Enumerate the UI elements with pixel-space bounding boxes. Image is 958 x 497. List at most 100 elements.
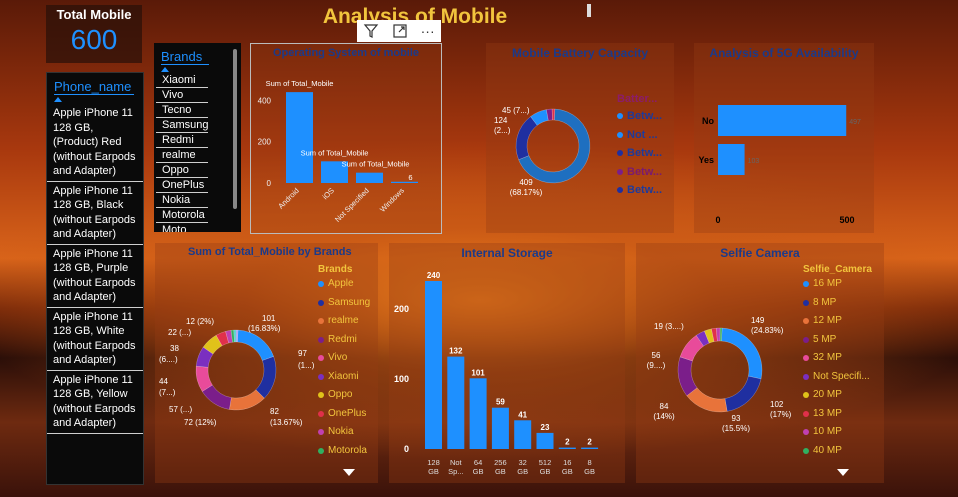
legend-label: Xiaomi bbox=[328, 370, 359, 382]
os-bar bbox=[321, 161, 348, 183]
brand-list-item[interactable]: Xiaomi bbox=[156, 73, 208, 88]
x-tick-label: Not Specified bbox=[333, 186, 371, 224]
brand-list-item[interactable]: OnePlus bbox=[156, 178, 208, 193]
legend-item[interactable]: Betw... bbox=[617, 181, 673, 200]
brand-list-item[interactable]: Tecno bbox=[156, 103, 208, 118]
legend-item[interactable]: Not Specifi... bbox=[803, 368, 883, 387]
legend-item[interactable]: Vivo bbox=[318, 349, 378, 368]
data-label: 57 (...) bbox=[169, 405, 192, 414]
data-label: 19 (3....) bbox=[654, 322, 684, 331]
legend-item[interactable]: 8 MP bbox=[803, 294, 883, 313]
phone-list-item[interactable]: Apple iPhone 11 128 GB, (Product) Red (w… bbox=[47, 104, 143, 182]
fiveg-chart[interactable]: Analysis of 5G Availability No 497 Yes 103 0… bbox=[694, 43, 874, 233]
legend-item[interactable]: 32 MP bbox=[803, 349, 883, 368]
legend-item[interactable]: 16 MP bbox=[803, 275, 883, 294]
brands-chart[interactable]: Sum of Total_Mobile by Brands 101 (16.83%… bbox=[155, 243, 378, 483]
legend-item[interactable]: 12 MP bbox=[803, 312, 883, 331]
phone-list-item[interactable]: Apple iPhone 11 128 GB, Yellow (without … bbox=[47, 371, 143, 434]
phone-name-slicer[interactable]: Phone_name Apple iPhone 11 128 GB, (Prod… bbox=[46, 72, 144, 485]
legend-item[interactable]: Xiaomi bbox=[318, 368, 378, 387]
data-label: (1...) bbox=[298, 361, 315, 370]
chart-title: Sum of Total_Mobile by Brands bbox=[188, 246, 352, 258]
legend-item[interactable]: Nokia bbox=[318, 423, 378, 442]
legend-item[interactable]: Apple bbox=[318, 275, 378, 294]
legend-item[interactable]: 10 MP bbox=[803, 423, 883, 442]
legend-item[interactable]: OnePlus bbox=[318, 405, 378, 424]
battery-slice bbox=[551, 108, 556, 121]
brand-list-item[interactable]: Oppo bbox=[156, 163, 208, 178]
brand-list-item[interactable]: Nokia bbox=[156, 193, 208, 208]
phone-list-item[interactable]: Apple iPhone 11 128 GB, Black (without E… bbox=[47, 182, 143, 245]
legend-item[interactable]: Betw... bbox=[617, 107, 673, 126]
phone-list-item[interactable]: Apple iPhone 11 128 GB, White (without E… bbox=[47, 308, 143, 371]
data-label: 44 bbox=[159, 377, 168, 386]
x-tick-label: GB bbox=[473, 467, 484, 476]
legend-label: Oppo bbox=[328, 389, 353, 400]
legend-dot bbox=[318, 318, 324, 325]
fiveg-bar bbox=[718, 105, 847, 136]
y-tick-label: 0 bbox=[404, 444, 409, 454]
brands-slice bbox=[255, 356, 277, 399]
legend-label: 16 MP bbox=[813, 278, 842, 289]
legend-item[interactable]: 40 MP bbox=[803, 442, 883, 461]
storage-bar bbox=[469, 378, 487, 449]
brands-slicer[interactable]: Brands Xiaomi Vivo Tecno Samsung Redmi realme… bbox=[154, 43, 241, 232]
legend-label: Nokia bbox=[328, 426, 354, 437]
brand-list-item[interactable]: Moto bbox=[156, 223, 208, 232]
legend-item[interactable]: Redmi bbox=[318, 331, 378, 350]
more-options-icon[interactable]: ··· bbox=[420, 23, 435, 39]
brand-list-item[interactable]: realme bbox=[156, 148, 208, 163]
legend-item[interactable]: Betw... bbox=[617, 163, 673, 182]
x-tick-label: Sp... bbox=[448, 467, 463, 476]
scrollbar[interactable] bbox=[233, 49, 237, 209]
selfie-chart[interactable]: Selfie Camera 149 (24.83%) 102 (17%) 93 (15.5… bbox=[636, 243, 884, 483]
storage-bar-chart: 2001000240128GB132NotSp...10164GB59256GB… bbox=[394, 271, 599, 476]
legend-dot bbox=[318, 373, 324, 380]
legend-item[interactable]: 20 MP bbox=[803, 386, 883, 405]
y-tick-label: 200 bbox=[258, 138, 272, 147]
legend-dot bbox=[318, 429, 324, 436]
storage-chart[interactable]: Internal Storage 200 100 0 240 128 GB 132 Not Sp… bbox=[389, 243, 625, 483]
sort-caret-icon[interactable] bbox=[54, 97, 62, 102]
legend-dot bbox=[803, 355, 809, 362]
legend-label: 20 MP bbox=[813, 389, 842, 400]
legend-scroll-down-icon[interactable] bbox=[837, 469, 849, 476]
battery-legend: Betw... Not ... Betw... Betw... Betw... bbox=[617, 107, 673, 200]
storage-bar bbox=[491, 407, 509, 449]
legend-item[interactable]: Betw... bbox=[617, 144, 673, 163]
legend-item[interactable]: Samsung bbox=[318, 294, 378, 313]
selfie-slice bbox=[711, 327, 718, 342]
x-tick-label: 64 bbox=[474, 458, 482, 467]
data-label: 101 bbox=[262, 314, 276, 323]
brand-list-item[interactable]: Samsung bbox=[156, 118, 208, 133]
focus-mode-icon[interactable] bbox=[392, 23, 408, 39]
brand-list-item[interactable]: Redmi bbox=[156, 133, 208, 148]
storage-bar bbox=[447, 356, 465, 449]
legend-dot bbox=[803, 281, 809, 288]
os-bar bbox=[286, 92, 313, 183]
legend-item[interactable]: realme bbox=[318, 312, 378, 331]
brand-list-item[interactable]: Motorola bbox=[156, 208, 208, 223]
legend-scroll-down-icon[interactable] bbox=[343, 469, 355, 476]
battery-chart[interactable]: Mobile Battery Capacity 45 (7...) 124 (2..… bbox=[486, 43, 674, 233]
brand-list-item[interactable]: Vivo bbox=[156, 88, 208, 103]
phone-list-item[interactable]: Apple iPhone 11 128 GB, Purple (without … bbox=[47, 245, 143, 308]
x-tick-label: GB bbox=[584, 467, 595, 476]
legend-item[interactable]: Oppo bbox=[318, 386, 378, 405]
battery-slice bbox=[530, 109, 549, 126]
sort-caret-icon[interactable] bbox=[161, 67, 169, 72]
legend-item[interactable]: 5 MP bbox=[803, 331, 883, 350]
data-label: (17%) bbox=[770, 410, 792, 419]
os-chart[interactable]: Operating System of mobile 400 200 0 Sum of… bbox=[250, 43, 442, 234]
legend-item[interactable]: Motorola bbox=[318, 442, 378, 461]
selfie-slice bbox=[721, 327, 763, 380]
data-label: 72 (12%) bbox=[184, 418, 217, 427]
drag-handle[interactable] bbox=[587, 4, 591, 17]
legend-title: Selfie_Camera bbox=[803, 264, 872, 275]
legend-dot bbox=[617, 187, 623, 194]
legend-item[interactable]: 13 MP bbox=[803, 405, 883, 424]
legend-item[interactable]: Not ... bbox=[617, 126, 673, 145]
filter-icon[interactable] bbox=[363, 23, 379, 39]
data-label: 82 bbox=[270, 407, 279, 416]
legend-label: realme bbox=[328, 315, 359, 326]
